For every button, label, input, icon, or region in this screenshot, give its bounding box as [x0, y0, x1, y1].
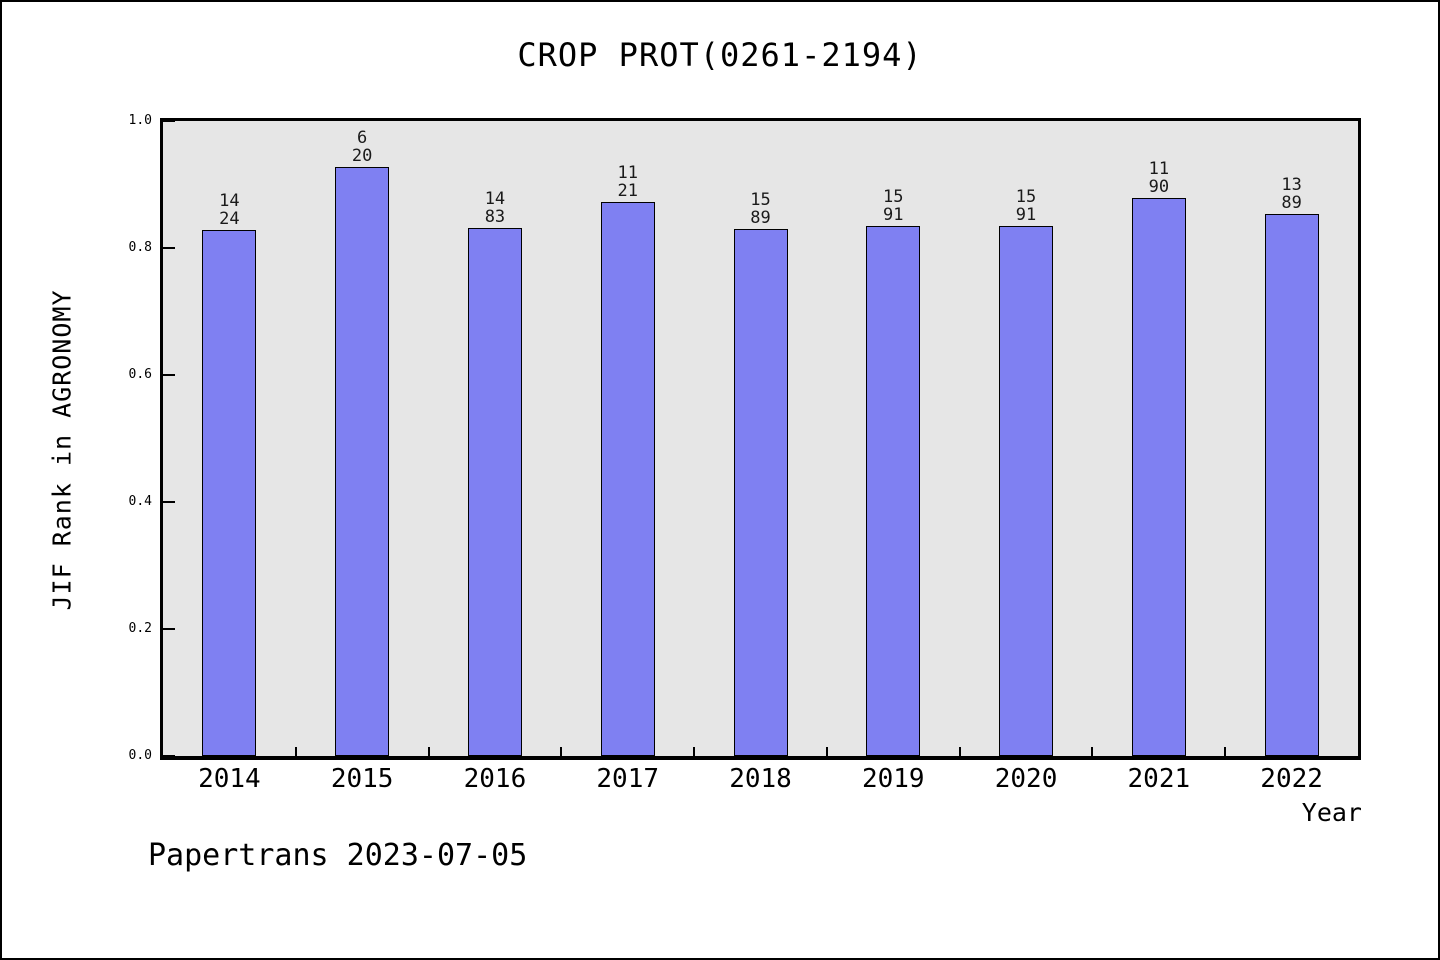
bar-2016: [468, 228, 522, 756]
bar-annotation-2020: 15 91: [1015, 187, 1037, 225]
bar-2017: [601, 202, 655, 756]
bar-2015: [335, 167, 389, 756]
x-tick-mark: [560, 747, 563, 756]
x-tick-mark: [294, 747, 297, 756]
chart-title: CROP PROT(0261-2194): [517, 36, 923, 74]
y-tick-mark: [163, 755, 175, 757]
x-tick-mark: [1091, 747, 1094, 756]
bar-2014: [202, 230, 256, 756]
x-tick-label-2018: 2018: [729, 764, 792, 794]
bar-annotation-2019: 15 91: [883, 187, 904, 225]
y-tick-label: 0.8: [128, 240, 152, 255]
y-tick-label: 0.2: [128, 621, 152, 636]
bar-annotation-2015: 6 20: [351, 128, 373, 166]
x-tick-label-2020: 2020: [994, 764, 1058, 794]
y-tick-label: 0.4: [128, 494, 152, 509]
x-tick-mark: [825, 747, 828, 756]
y-tick-mark: [163, 628, 175, 630]
y-tick-label: 0.6: [128, 367, 152, 382]
x-tick-mark: [1224, 747, 1227, 756]
bar-2019: [866, 226, 920, 756]
y-tick-mark: [163, 374, 175, 376]
bar-annotation-2021: 11 90: [1148, 159, 1170, 197]
y-tick-label: 1.0: [128, 113, 152, 128]
x-tick-label-2014: 2014: [198, 764, 261, 794]
bar-annotation-2016: 14 83: [484, 189, 506, 227]
plot-inner: 14 24 6 20 14 83 11 21 15 89 15 91 15 91 11 90 1…: [163, 120, 1358, 757]
x-tick-label-2016: 2016: [463, 764, 527, 794]
y-tick-mark: [163, 247, 175, 249]
plot-area: 14 24 6 20 14 83 11 21 15 89 15 91 15 91 11 90 1…: [160, 118, 1361, 760]
bar-2018: [734, 229, 788, 756]
footer-note: Papertrans 2023-07-05: [148, 838, 528, 873]
x-tick-label-2017: 2017: [596, 764, 660, 794]
x-axis-title: Year: [1301, 798, 1362, 827]
bar-annotation-2017: 11 21: [617, 163, 638, 201]
x-tick-label-2021: 2021: [1127, 764, 1191, 794]
bar-annotation-2022: 13 89: [1281, 175, 1302, 213]
x-tick-label-2015: 2015: [330, 764, 394, 794]
x-tick-label-2022: 2022: [1260, 764, 1323, 794]
bar-2022: [1265, 214, 1319, 756]
y-axis-title: JIF Rank in AGRONOMY: [47, 289, 77, 611]
x-tick-mark: [427, 747, 430, 756]
bar-annotation-2014: 14 24: [219, 191, 240, 229]
x-tick-mark: [693, 747, 696, 756]
y-tick-mark: [163, 120, 175, 122]
x-tick-label-2019: 2019: [861, 764, 925, 794]
bar-2021: [1132, 198, 1186, 756]
x-tick-mark: [958, 747, 961, 756]
y-tick-label: 0.0: [128, 748, 152, 763]
bar-2020: [999, 226, 1053, 756]
y-tick-mark: [163, 501, 175, 503]
bar-annotation-2018: 15 89: [750, 190, 771, 228]
